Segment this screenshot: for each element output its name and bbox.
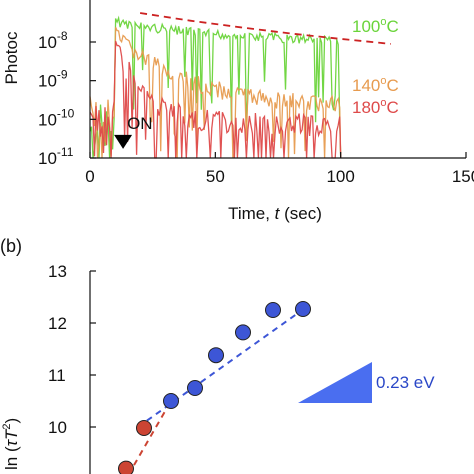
panel-a-x-ticks: 0 50 100 150 [85,152,474,186]
panel-b-y-tick-label: 11 [48,366,66,385]
panel-b-point-blue [187,380,203,396]
panel-a-x-label: Time, t (sec) [228,204,322,223]
panel-a-x-tick-label: 50 [206,167,225,186]
panel-b-point-blue [265,302,281,318]
panel-a-fit-line [139,12,391,45]
panel-a-y-ticks: 10-8 10-9 10-10 10-11 [38,29,96,168]
panel-a-trace-180 [89,40,342,159]
panel-a-trace-140 [89,27,342,159]
panel-a-y-tick-label: 10-9 [38,68,68,91]
panel-a-traces [89,15,342,159]
panel-b-blue-fit-line [137,306,307,428]
panel-b-point-blue [295,301,311,317]
panel-a-x-tick-label: 100 [326,167,354,186]
panel-b-points [118,301,311,474]
panel-a-series-label-140: 140oC [352,75,399,95]
panel-b-point-blue [163,393,179,409]
on-arrow-icon [114,134,133,149]
panel-a-y-tick-label: 10-8 [38,29,68,52]
panel-b-slope-annotation: 0.23 eV [376,373,435,392]
panel-b-label: (b) [0,236,22,256]
panel-a-series-label-180: 180oC [352,97,399,117]
panel-b-y-tick-label: 13 [48,262,67,281]
panel-b-y-tick-label: 12 [48,314,67,333]
panel-b-point-red [118,460,134,474]
panel-a-series-label-100: 100oC [352,16,399,36]
panel-b-y-label: ln (τT2) [1,418,21,470]
panel-b-point-red [136,420,152,436]
panel-a-y-tick-label: 10-11 [38,145,74,168]
panel-b-slope-triangle [298,362,372,403]
panel-a-y-tick-label: 10-10 [38,106,75,129]
panel-a-trace-100 [89,15,342,159]
panel-a-on-marker: ON [114,114,153,149]
panel-a-on-label: ON [127,114,153,133]
panel-b-chart: (b) 13 12 11 10 0.23 eV ln (τT2) [0,236,435,474]
panel-b-y-ticks: 13 12 11 10 [48,262,96,437]
panel-a-y-label: Photoc [2,31,21,84]
panel-a-x-tick-label: 0 [85,167,94,186]
panel-b-y-tick-label: 10 [48,418,67,437]
panel-b-point-blue [208,347,224,364]
panel-b-point-blue [235,324,251,341]
panel-a-x-tick-label: 150 [452,167,474,186]
